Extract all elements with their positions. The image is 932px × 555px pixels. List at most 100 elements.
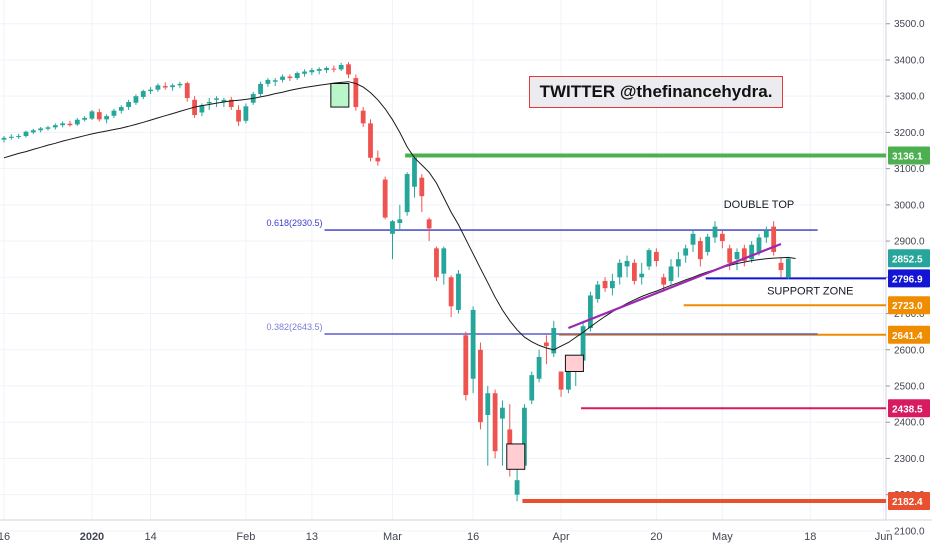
- candle-body-up[interactable]: [199, 105, 205, 113]
- candle-body-down[interactable]: [544, 342, 549, 347]
- candle-body-up[interactable]: [265, 79, 271, 84]
- candle-body-up[interactable]: [118, 107, 124, 111]
- candle-body-up[interactable]: [763, 230, 769, 238]
- candle-body-down[interactable]: [382, 179, 388, 218]
- candle-body-up[interactable]: [690, 233, 696, 245]
- candle-body-down[interactable]: [778, 262, 784, 271]
- candle-body-up[interactable]: [8, 136, 14, 138]
- candle-body-up[interactable]: [60, 123, 66, 126]
- candle-body-up[interactable]: [566, 371, 571, 390]
- candle-body-down[interactable]: [228, 99, 234, 108]
- candle-body-up[interactable]: [536, 357, 542, 379]
- candle-body-up[interactable]: [580, 326, 586, 361]
- candle-body-down[interactable]: [346, 64, 351, 75]
- candle-body-up[interactable]: [639, 273, 645, 278]
- candle-body-up[interactable]: [23, 131, 29, 137]
- candle-body-up[interactable]: [74, 119, 80, 125]
- candle-body-down[interactable]: [727, 248, 733, 263]
- candle-body-up[interactable]: [514, 480, 520, 495]
- candle-body-up[interactable]: [705, 236, 711, 252]
- candle-body-down[interactable]: [162, 86, 168, 88]
- candle-body-up[interactable]: [126, 101, 132, 108]
- candle-body-up[interactable]: [683, 248, 689, 256]
- candle-body-down[interactable]: [492, 393, 498, 452]
- candle-body-up[interactable]: [500, 407, 505, 419]
- candle-body-down[interactable]: [360, 110, 366, 124]
- candle-body-down[interactable]: [741, 248, 747, 262]
- candle-body-up[interactable]: [551, 328, 557, 354]
- candle-body-up[interactable]: [785, 258, 791, 278]
- candle-body-up[interactable]: [617, 262, 623, 278]
- candle-body-up[interactable]: [155, 85, 161, 90]
- candle-body-up[interactable]: [441, 248, 447, 274]
- candle-body-down[interactable]: [184, 83, 190, 98]
- candle-body-down[interactable]: [375, 157, 381, 162]
- candle-body-down[interactable]: [368, 123, 373, 158]
- candle-body-down[interactable]: [463, 335, 469, 396]
- candle-body-down[interactable]: [448, 277, 454, 307]
- candle-body-up[interactable]: [522, 407, 527, 466]
- candle-body-up[interactable]: [675, 259, 681, 267]
- candle-body-up[interactable]: [609, 280, 615, 289]
- candle-body-up[interactable]: [30, 130, 36, 133]
- candle-body-up[interactable]: [258, 83, 263, 95]
- candle-body-down[interactable]: [331, 68, 337, 70]
- candle-body-up[interactable]: [221, 99, 227, 102]
- candle-body-up[interactable]: [668, 266, 674, 281]
- candle-body-up[interactable]: [280, 76, 285, 80]
- candle-body-up[interactable]: [397, 219, 403, 223]
- candle-body-down[interactable]: [602, 280, 608, 289]
- candle-body-up[interactable]: [148, 89, 153, 92]
- candle-body-up[interactable]: [338, 65, 344, 70]
- candle-body-down[interactable]: [67, 123, 73, 126]
- candle-body-up[interactable]: [38, 128, 44, 131]
- candle-body-up[interactable]: [1, 137, 7, 140]
- candle-body-down[interactable]: [434, 248, 439, 278]
- candle-body-up[interactable]: [89, 111, 95, 119]
- candle-body-up[interactable]: [243, 106, 249, 121]
- candle-body-up[interactable]: [390, 221, 395, 234]
- candle-body-down[interactable]: [661, 277, 667, 285]
- candle-body-down[interactable]: [236, 109, 241, 122]
- candle-body-up[interactable]: [206, 101, 212, 104]
- candle-body-down[interactable]: [719, 233, 725, 242]
- candle-body-up[interactable]: [595, 284, 601, 300]
- candle-body-up[interactable]: [712, 226, 718, 238]
- candle-body-up[interactable]: [470, 309, 476, 379]
- candle-body-up[interactable]: [111, 110, 117, 116]
- candle-body-up[interactable]: [177, 83, 183, 86]
- candle-body-down[interactable]: [287, 76, 293, 79]
- candle-body-up[interactable]: [404, 174, 410, 213]
- candle-body-down[interactable]: [771, 226, 777, 252]
- candle-body-up[interactable]: [214, 98, 219, 100]
- candle-body-up[interactable]: [624, 261, 630, 267]
- candle-body-up[interactable]: [272, 80, 278, 82]
- candle-body-up[interactable]: [412, 157, 417, 187]
- candle-body-up[interactable]: [316, 69, 322, 71]
- candle-body-up[interactable]: [588, 295, 593, 329]
- candle-body-up[interactable]: [749, 244, 755, 260]
- candle-body-up[interactable]: [294, 73, 300, 79]
- candle-body-up[interactable]: [485, 393, 491, 415]
- candle-body-up[interactable]: [133, 96, 139, 103]
- candle-body-up[interactable]: [82, 117, 88, 120]
- candle-body-up[interactable]: [309, 70, 315, 73]
- candle-body-up[interactable]: [140, 91, 146, 97]
- candle-body-down[interactable]: [558, 371, 564, 390]
- candle-body-up[interactable]: [302, 71, 307, 74]
- candle-body-down[interactable]: [631, 262, 637, 281]
- candle-body-up[interactable]: [529, 375, 535, 401]
- candle-body-up[interactable]: [734, 251, 740, 260]
- candle-body-up[interactable]: [324, 67, 329, 71]
- candle-body-up[interactable]: [646, 250, 652, 267]
- candle-body-down[interactable]: [697, 241, 703, 260]
- candle-body-down[interactable]: [478, 349, 483, 423]
- candle-body-up[interactable]: [16, 136, 22, 138]
- candle-body-up[interactable]: [756, 237, 762, 252]
- candle-body-up[interactable]: [104, 116, 110, 120]
- candle-body-down[interactable]: [419, 177, 425, 197]
- candle-body-up[interactable]: [170, 85, 175, 88]
- candle-body-down[interactable]: [653, 251, 659, 262]
- candle-body-down[interactable]: [353, 78, 359, 108]
